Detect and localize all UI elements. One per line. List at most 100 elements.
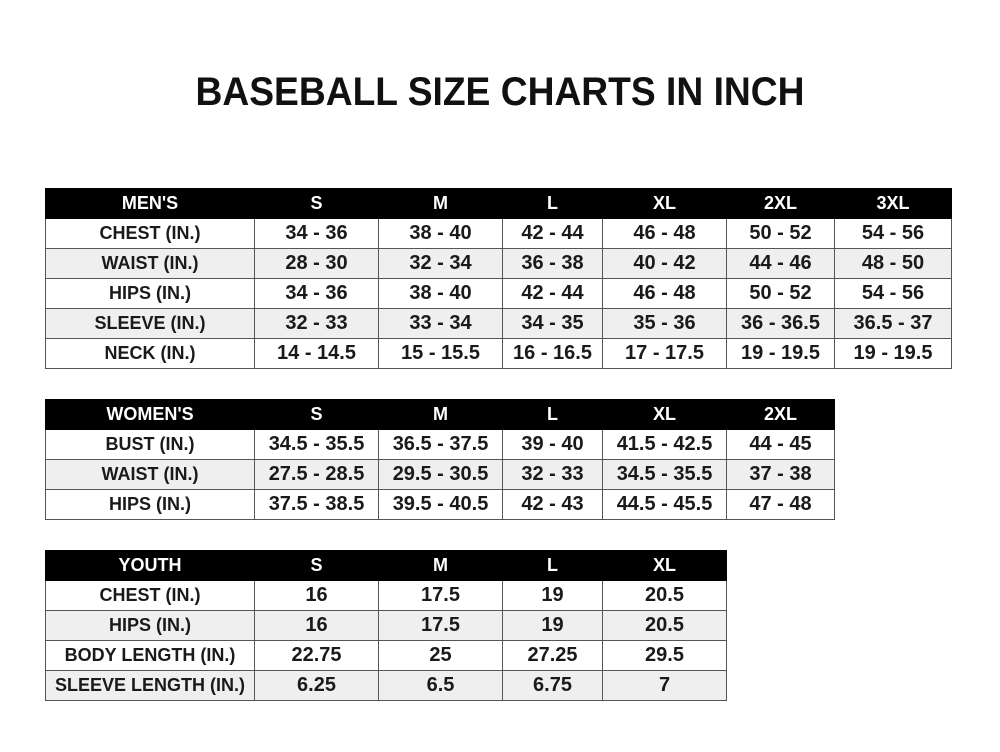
category-header: YOUTH xyxy=(45,550,255,581)
measurement-label: BUST (IN.) xyxy=(45,429,255,460)
size-value: 32 - 33 xyxy=(254,308,379,339)
size-value: 36.5 - 37 xyxy=(834,308,952,339)
mens-size-table: MEN'S S M L XL 2XL 3XL CHEST (IN.) 34 - 36 38 - 4… xyxy=(45,188,952,369)
size-header: M xyxy=(378,188,503,219)
size-value: 37 - 38 xyxy=(726,459,835,490)
size-value: 19 xyxy=(502,610,603,641)
size-value: 16 - 16.5 xyxy=(502,338,603,369)
size-value: 29.5 - 30.5 xyxy=(378,459,503,490)
table-row: HIPS (IN.) 37.5 - 38.5 39.5 - 40.5 42 - 43 4… xyxy=(45,489,835,520)
size-header: S xyxy=(254,188,379,219)
header-row: WOMEN'S S M L XL 2XL xyxy=(45,399,835,430)
size-value: 17.5 xyxy=(378,580,503,611)
table-row: HIPS (IN.) 34 - 36 38 - 40 42 - 44 46 - 48 50… xyxy=(45,278,952,309)
size-value: 32 - 34 xyxy=(378,248,503,279)
size-value: 16 xyxy=(254,580,379,611)
size-value: 34.5 - 35.5 xyxy=(254,429,379,460)
size-header: M xyxy=(378,399,503,430)
size-header: S xyxy=(254,399,379,430)
size-value: 27.25 xyxy=(502,640,603,671)
size-value: 36.5 - 37.5 xyxy=(378,429,503,460)
size-value: 34 - 35 xyxy=(502,308,603,339)
size-value: 47 - 48 xyxy=(726,489,835,520)
size-value: 7 xyxy=(602,670,727,701)
size-value: 39.5 - 40.5 xyxy=(378,489,503,520)
table-row: CHEST (IN.) 16 17.5 19 20.5 xyxy=(45,580,727,611)
size-header: S xyxy=(254,550,379,581)
size-header: XL xyxy=(602,550,727,581)
size-header: 3XL xyxy=(834,188,952,219)
size-value: 34.5 - 35.5 xyxy=(602,459,727,490)
size-value: 38 - 40 xyxy=(378,218,503,249)
youth-size-table: YOUTH S M L XL CHEST (IN.) 16 17.5 19 20.5 HIPS (I… xyxy=(45,550,727,701)
size-value: 29.5 xyxy=(602,640,727,671)
size-value: 33 - 34 xyxy=(378,308,503,339)
size-value: 42 - 43 xyxy=(502,489,603,520)
size-value: 32 - 33 xyxy=(502,459,603,490)
size-value: 34 - 36 xyxy=(254,278,379,309)
size-value: 6.25 xyxy=(254,670,379,701)
size-value: 44 - 46 xyxy=(726,248,835,279)
size-value: 15 - 15.5 xyxy=(378,338,503,369)
measurement-label: HIPS (IN.) xyxy=(45,278,255,309)
size-value: 48 - 50 xyxy=(834,248,952,279)
table-row: WAIST (IN.) 27.5 - 28.5 29.5 - 30.5 32 - 33… xyxy=(45,459,835,490)
size-value: 20.5 xyxy=(602,610,727,641)
size-value: 42 - 44 xyxy=(502,278,603,309)
size-value: 6.75 xyxy=(502,670,603,701)
size-value: 40 - 42 xyxy=(602,248,727,279)
size-value: 44 - 45 xyxy=(726,429,835,460)
size-header: 2XL xyxy=(726,188,835,219)
size-header: M xyxy=(378,550,503,581)
category-header: WOMEN'S xyxy=(45,399,255,430)
size-value: 17.5 xyxy=(378,610,503,641)
size-value: 42 - 44 xyxy=(502,218,603,249)
size-header: L xyxy=(502,550,603,581)
womens-size-table: WOMEN'S S M L XL 2XL BUST (IN.) 34.5 - 35.5 36.5… xyxy=(45,399,835,520)
page-title: BASEBALL SIZE CHARTS IN INCH xyxy=(195,70,805,114)
size-header: L xyxy=(502,399,603,430)
size-header: L xyxy=(502,188,603,219)
table-row: BODY LENGTH (IN.) 22.75 25 27.25 29.5 xyxy=(45,640,727,671)
measurement-label: NECK (IN.) xyxy=(45,338,255,369)
size-value: 35 - 36 xyxy=(602,308,727,339)
size-value: 16 xyxy=(254,610,379,641)
category-header: MEN'S xyxy=(45,188,255,219)
measurement-label: WAIST (IN.) xyxy=(45,459,255,490)
table-row: WAIST (IN.) 28 - 30 32 - 34 36 - 38 40 - 42 4… xyxy=(45,248,952,279)
size-value: 25 xyxy=(378,640,503,671)
table-row: NECK (IN.) 14 - 14.5 15 - 15.5 16 - 16.5 17 … xyxy=(45,338,952,369)
size-value: 19 - 19.5 xyxy=(834,338,952,369)
size-value: 34 - 36 xyxy=(254,218,379,249)
header-row: MEN'S S M L XL 2XL 3XL xyxy=(45,188,952,219)
measurement-label: SLEEVE (IN.) xyxy=(45,308,255,339)
size-value: 54 - 56 xyxy=(834,278,952,309)
measurement-label: CHEST (IN.) xyxy=(45,580,255,611)
size-value: 54 - 56 xyxy=(834,218,952,249)
size-value: 38 - 40 xyxy=(378,278,503,309)
size-value: 46 - 48 xyxy=(602,218,727,249)
table-row: BUST (IN.) 34.5 - 35.5 36.5 - 37.5 39 - 40 4… xyxy=(45,429,835,460)
size-value: 36 - 38 xyxy=(502,248,603,279)
size-value: 50 - 52 xyxy=(726,278,835,309)
size-value: 39 - 40 xyxy=(502,429,603,460)
table-row: CHEST (IN.) 34 - 36 38 - 40 42 - 44 46 - 48 5… xyxy=(45,218,952,249)
size-value: 14 - 14.5 xyxy=(254,338,379,369)
size-value: 27.5 - 28.5 xyxy=(254,459,379,490)
size-value: 28 - 30 xyxy=(254,248,379,279)
size-value: 46 - 48 xyxy=(602,278,727,309)
size-header: XL xyxy=(602,399,727,430)
size-value: 19 xyxy=(502,580,603,611)
measurement-label: HIPS (IN.) xyxy=(45,489,255,520)
size-header: 2XL xyxy=(726,399,835,430)
size-value: 17 - 17.5 xyxy=(602,338,727,369)
size-header: XL xyxy=(602,188,727,219)
size-value: 44.5 - 45.5 xyxy=(602,489,727,520)
size-value: 50 - 52 xyxy=(726,218,835,249)
measurement-label: HIPS (IN.) xyxy=(45,610,255,641)
size-value: 19 - 19.5 xyxy=(726,338,835,369)
table-row: HIPS (IN.) 16 17.5 19 20.5 xyxy=(45,610,727,641)
size-value: 36 - 36.5 xyxy=(726,308,835,339)
size-value: 41.5 - 42.5 xyxy=(602,429,727,460)
table-row: SLEEVE LENGTH (IN.) 6.25 6.5 6.75 7 xyxy=(45,670,727,701)
